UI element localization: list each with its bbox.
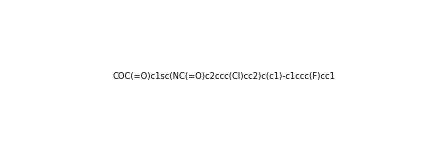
Text: COC(=O)c1sc(NC(=O)c2ccc(Cl)cc2)c(c1)-c1ccc(F)cc1: COC(=O)c1sc(NC(=O)c2ccc(Cl)cc2)c(c1)-c1c… xyxy=(112,73,336,81)
